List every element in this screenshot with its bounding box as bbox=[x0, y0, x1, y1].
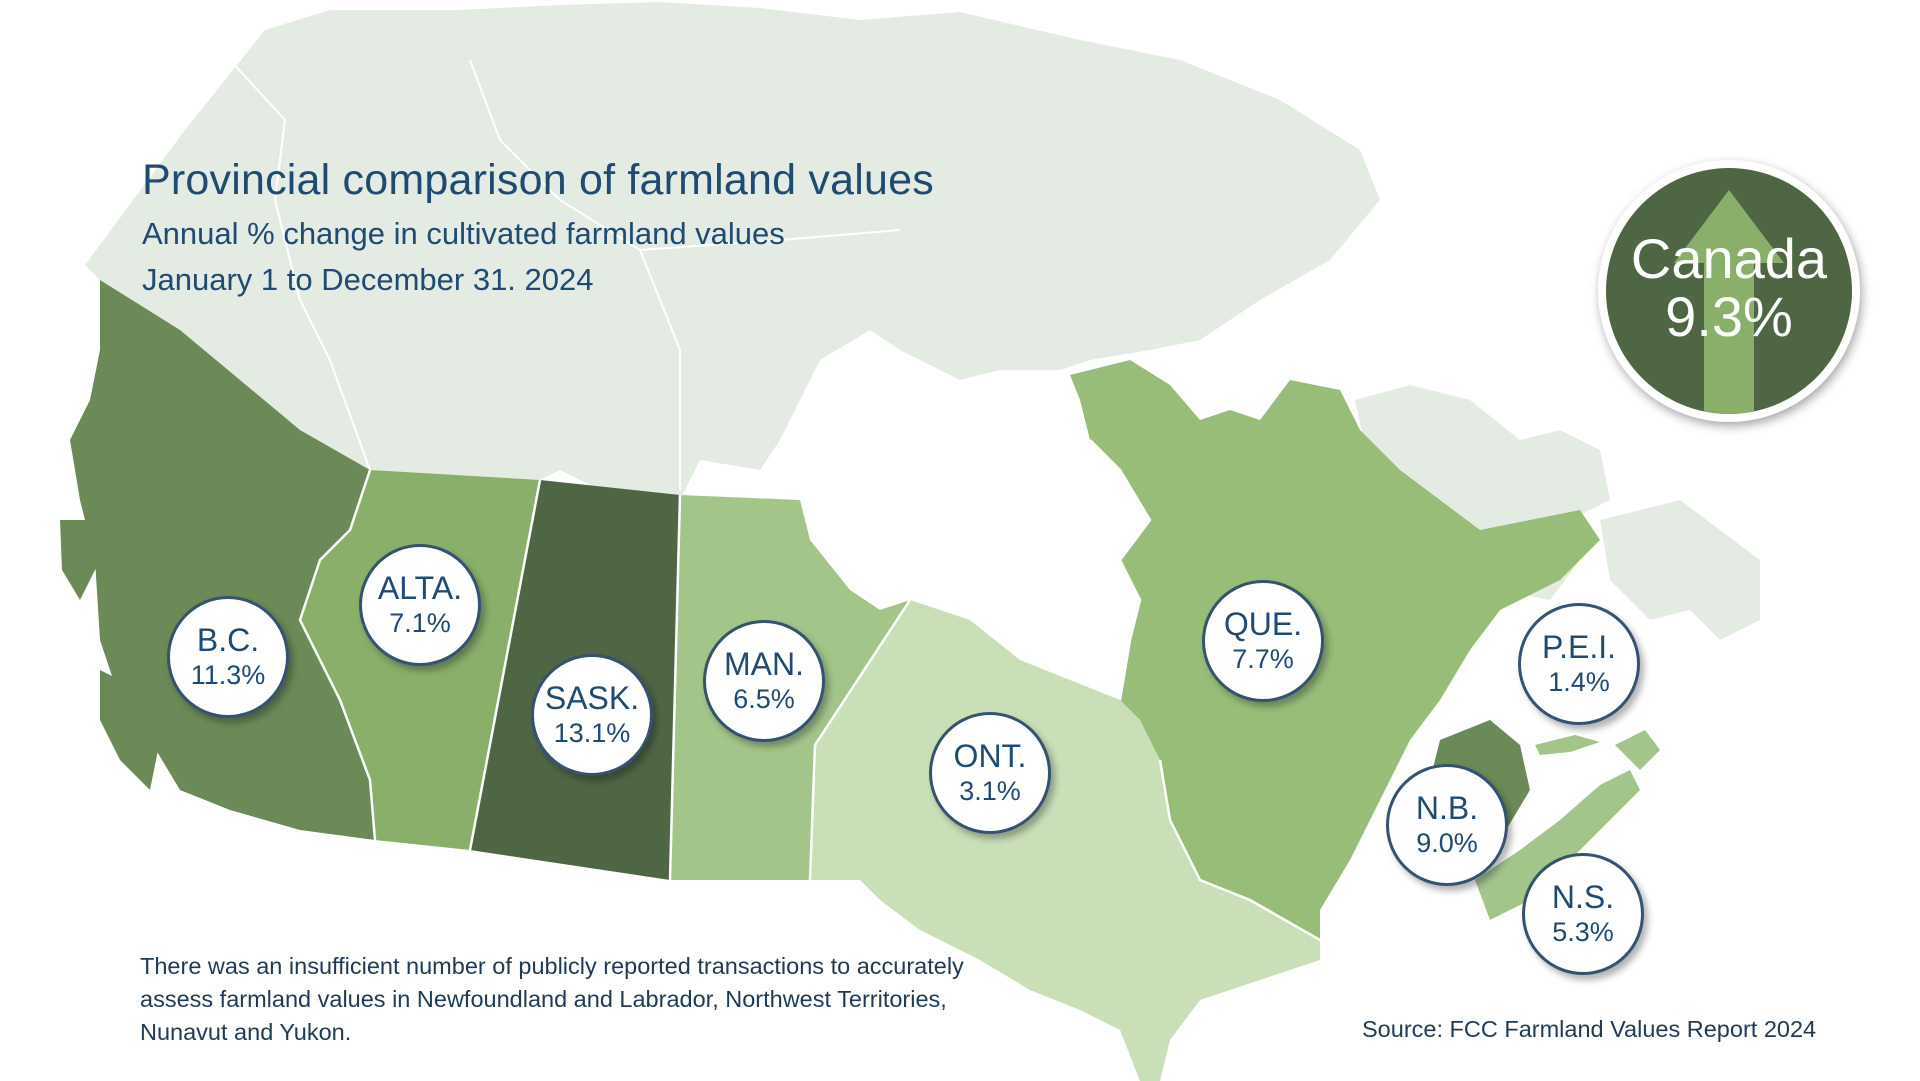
province-value: 5.3% bbox=[1552, 917, 1614, 947]
province-bubble-ns: N.S. 5.3% bbox=[1522, 853, 1644, 975]
province-bubble-ont: ONT. 3.1% bbox=[929, 712, 1051, 834]
page-subtitle: Annual % change in cultivated farmland v… bbox=[142, 216, 785, 251]
province-value: 11.3% bbox=[190, 660, 266, 690]
province-abbr: N.B. bbox=[1415, 790, 1479, 826]
province-value: 3.1% bbox=[959, 776, 1021, 806]
province-bubble-pei: P.E.I. 1.4% bbox=[1518, 603, 1640, 725]
national-value: 9.3% bbox=[1665, 285, 1793, 348]
note-line: assess farmland values in Newfoundland a… bbox=[140, 986, 947, 1012]
province-value: 9.0% bbox=[1416, 828, 1478, 858]
national-label: Canada bbox=[1630, 227, 1828, 290]
province-abbr: P.E.I. bbox=[1541, 629, 1617, 665]
data-coverage-note: There was an insufficient number of publ… bbox=[140, 950, 1120, 1049]
note-line: There was an insufficient number of publ… bbox=[140, 953, 964, 979]
province-borders bbox=[298, 439, 1321, 942]
province-bubble-bc: B.C. 11.3% bbox=[167, 596, 289, 718]
territory-border-yukon bbox=[229, 59, 371, 471]
province-bubble-nb: N.B. 9.0% bbox=[1386, 764, 1508, 886]
province-bubble-alta: ALTA. 7.1% bbox=[359, 544, 481, 666]
region-bc bbox=[70, 280, 375, 840]
territory-border-nunavut bbox=[469, 59, 681, 490]
region-newfoundland-labrador bbox=[1355, 385, 1760, 640]
national-label-block: Canada 9.3% bbox=[1606, 230, 1852, 346]
date-range: January 1 to December 31. 2024 bbox=[142, 262, 594, 297]
province-value: 7.1% bbox=[389, 608, 451, 638]
arctic-islands bbox=[870, 70, 1250, 300]
source-credit: Source: FCC Farmland Values Report 2024 bbox=[1362, 1016, 1817, 1042]
province-value: 13.1% bbox=[553, 718, 631, 748]
region-quebec bbox=[1070, 360, 1600, 940]
page-title: Provincial comparison of farmland values bbox=[142, 156, 934, 204]
province-bubble-man: MAN. 6.5% bbox=[703, 620, 825, 742]
province-bubble-sask: SASK. 13.1% bbox=[531, 654, 653, 776]
province-abbr: ONT. bbox=[953, 738, 1027, 774]
province-abbr: B.C. bbox=[196, 622, 260, 658]
province-bubble-que: QUE. 7.7% bbox=[1202, 580, 1324, 702]
territory-border-nwt bbox=[639, 229, 901, 251]
national-badge: Canada 9.3% bbox=[1598, 160, 1860, 422]
northern-territories-region bbox=[85, 2, 1380, 500]
note-line: Nunavut and Yukon. bbox=[140, 1019, 352, 1045]
province-value: 1.4% bbox=[1548, 667, 1610, 697]
region-pei bbox=[1535, 735, 1600, 755]
region-nova-scotia bbox=[1475, 730, 1660, 920]
national-badge-fill: Canada 9.3% bbox=[1606, 168, 1852, 414]
up-arrow-icon bbox=[1674, 190, 1784, 414]
province-abbr: MAN. bbox=[724, 646, 804, 682]
province-abbr: SASK. bbox=[544, 680, 640, 716]
province-value: 6.5% bbox=[733, 684, 795, 714]
region-bc-islands bbox=[60, 520, 160, 790]
province-value: 7.7% bbox=[1232, 644, 1294, 674]
region-ontario bbox=[810, 600, 1320, 1081]
province-abbr: N.S. bbox=[1551, 879, 1615, 915]
province-abbr: ALTA. bbox=[377, 570, 463, 606]
province-abbr: QUE. bbox=[1223, 606, 1303, 642]
